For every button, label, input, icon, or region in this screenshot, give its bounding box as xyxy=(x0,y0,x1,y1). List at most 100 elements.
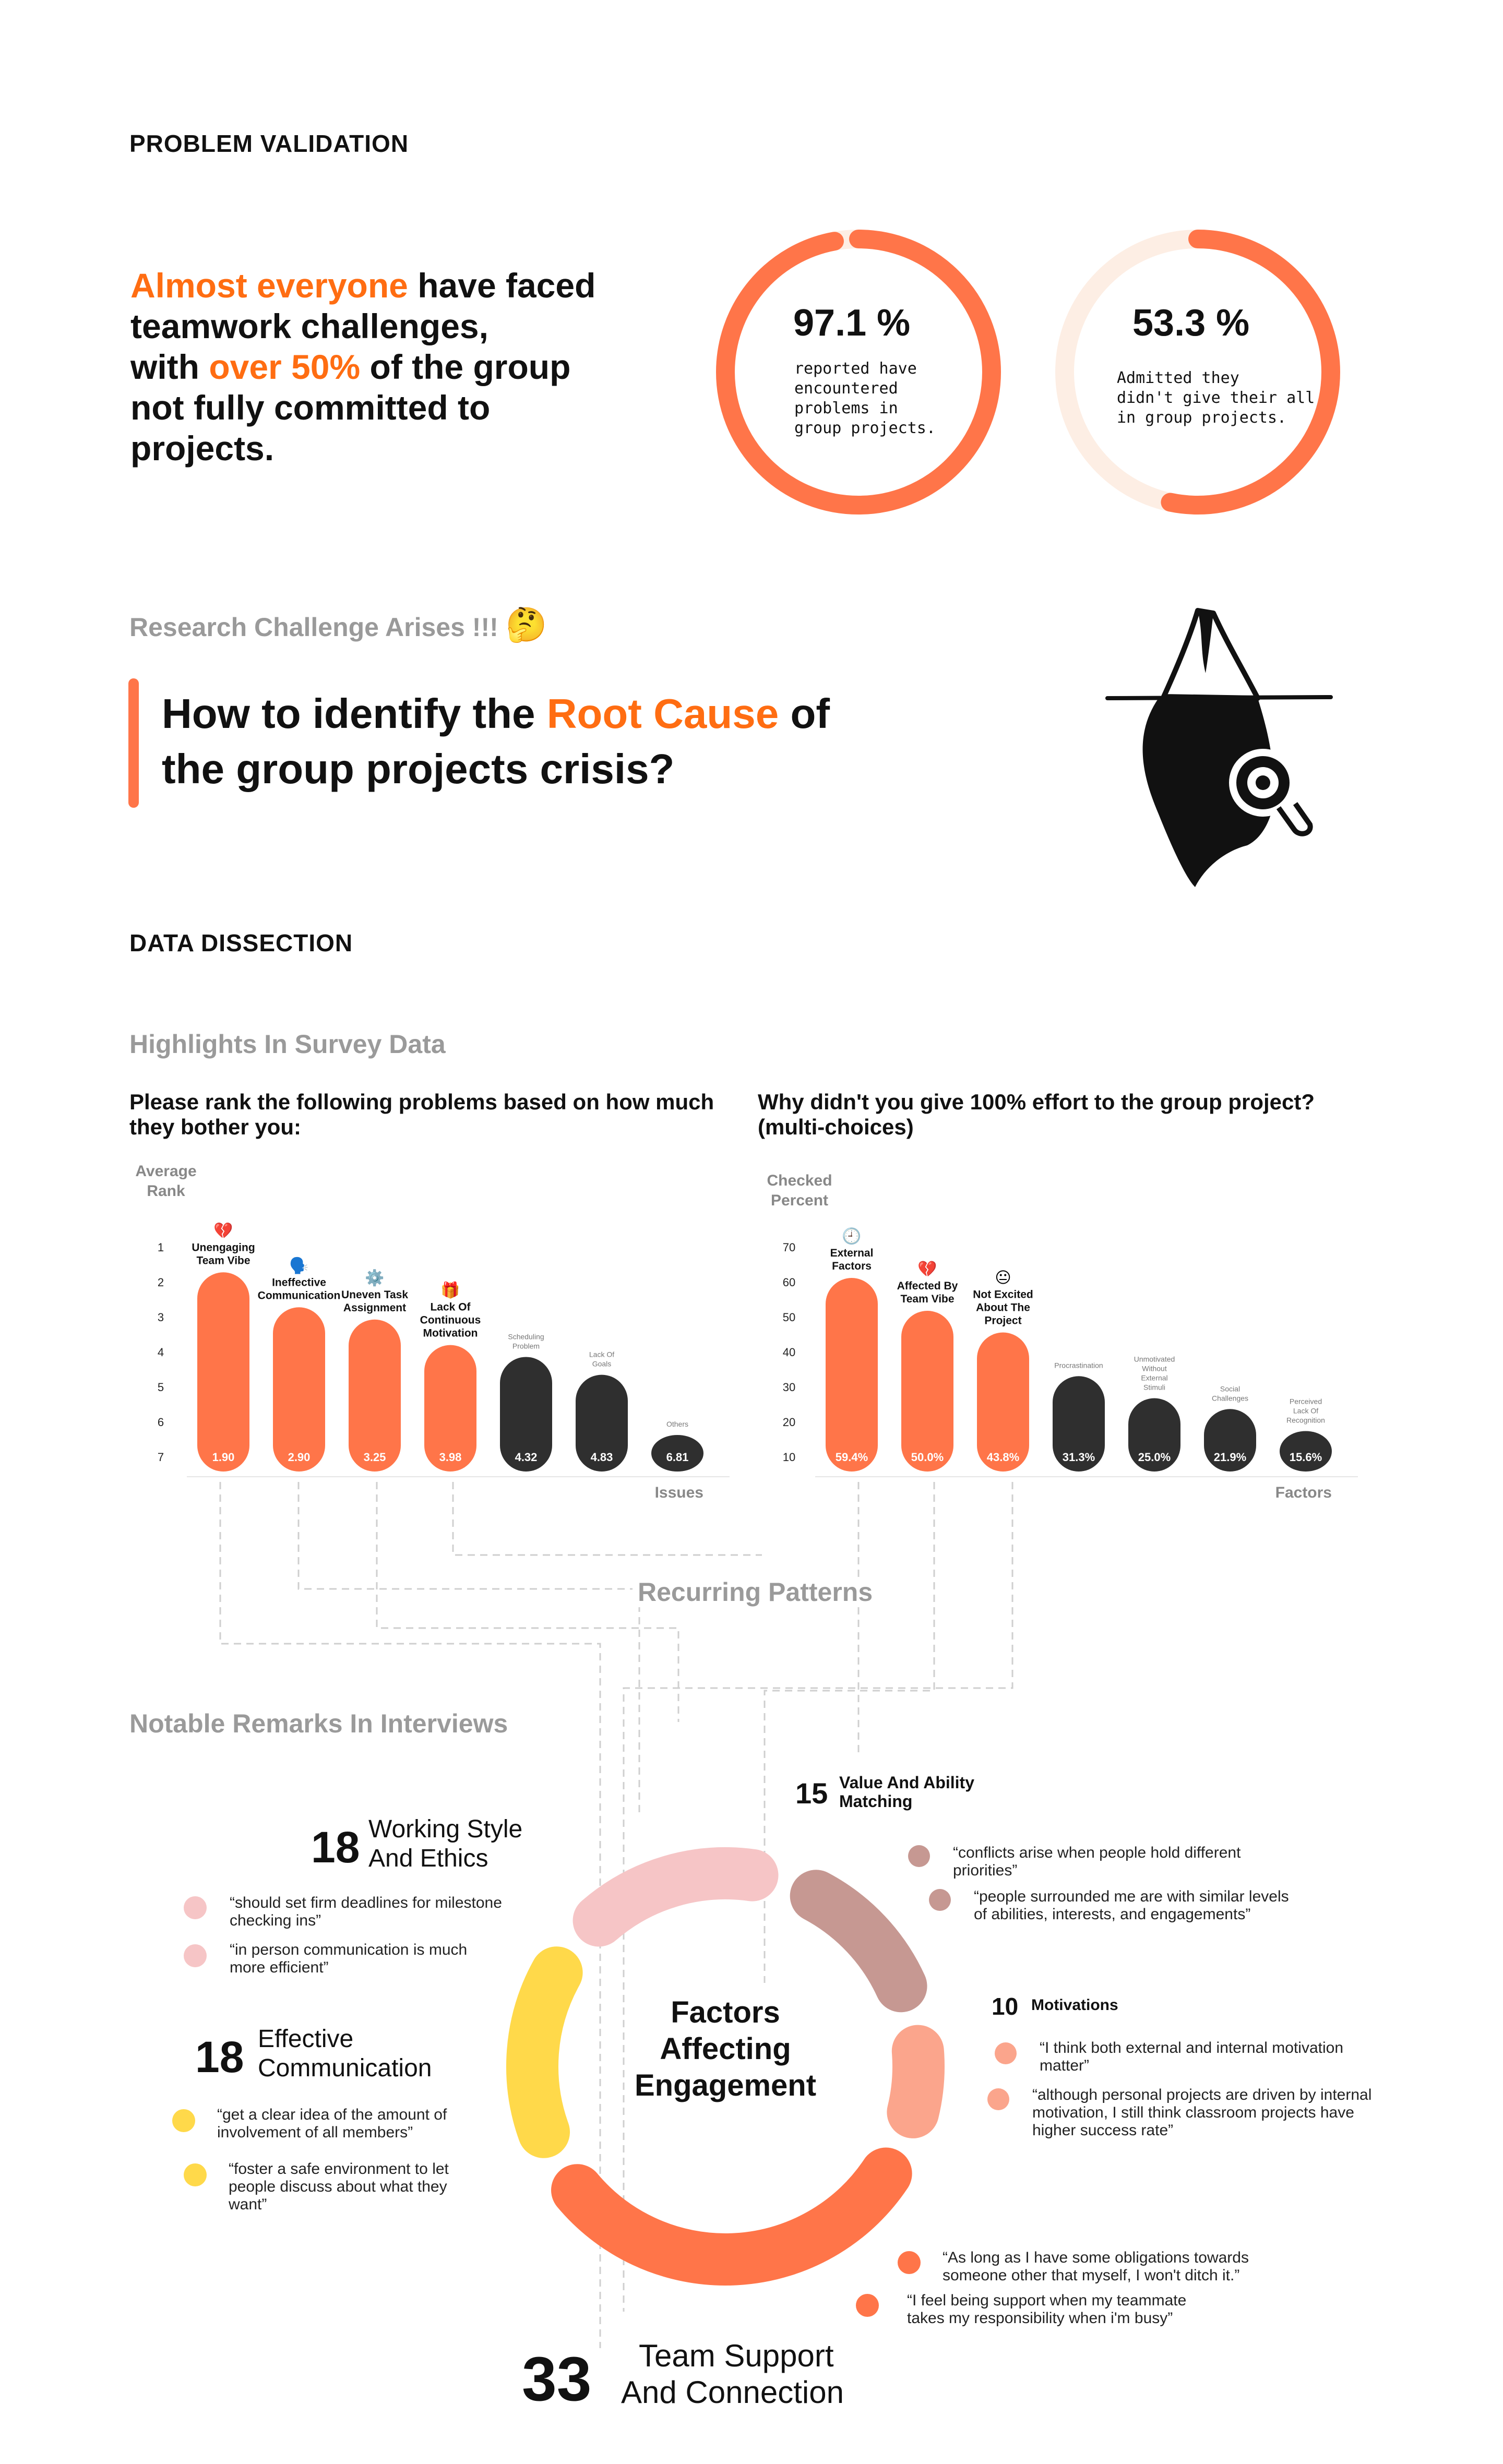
stat-1-caption: reported have encountered problems in gr… xyxy=(794,359,936,438)
communication-title: Effective Communication xyxy=(258,2025,432,2083)
working-title: Working Style And Ethics xyxy=(368,1815,522,1873)
x-axis-label: Factors xyxy=(1275,1484,1332,1501)
y-tick-label: 20 xyxy=(783,1416,795,1429)
y-tick-label: 50 xyxy=(783,1311,795,1324)
chart-1: 1 2 3 4 5 6 7 1.90 Unengaging Team Vibe 💔 2.90 Ineff… xyxy=(129,1216,756,1508)
donut-center-line: Factors xyxy=(671,1995,780,2029)
quote-item: “in person communication is much more ef… xyxy=(184,1941,528,1988)
communication-title-line: Communication xyxy=(258,2054,432,2082)
stat-1-line: group projects. xyxy=(794,419,936,437)
value-count: 15 xyxy=(795,1777,828,1810)
value-title-line: Matching xyxy=(839,1792,913,1811)
donut-segment xyxy=(551,2147,912,2286)
notable-remarks-heading: Notable Remarks In Interviews xyxy=(129,1709,508,1738)
category-label: Lack Of Continuous Motivation xyxy=(420,1301,481,1339)
stat-1-line: reported have xyxy=(794,360,917,378)
donut-segment xyxy=(887,2025,945,2138)
highlights-subtitle: Highlights In Survey Data xyxy=(129,1030,446,1059)
bar xyxy=(273,1307,325,1472)
bar-value-label: 50.0% xyxy=(911,1451,944,1464)
donut-segment xyxy=(790,1870,927,2013)
bar xyxy=(424,1345,476,1472)
stat-1-value: 97.1 % xyxy=(793,302,911,344)
y-tick-label: 3 xyxy=(158,1311,164,1324)
bullet-dot xyxy=(908,1845,930,1867)
bar xyxy=(901,1311,953,1472)
y-tick-label: 30 xyxy=(783,1381,795,1394)
bar-value-label: 15.6% xyxy=(1290,1451,1322,1464)
statement-text-3c: of the group xyxy=(360,348,571,386)
working-title-line: And Ethics xyxy=(368,1845,488,1872)
quote-item: “although personal projects are driven b… xyxy=(987,2086,1464,2151)
chart-1-ylabel: Average Rank xyxy=(135,1163,197,1200)
bullet-dot xyxy=(184,2163,207,2186)
quote-item: “get a clear idea of the amount of invol… xyxy=(172,2106,506,2160)
bar xyxy=(826,1278,878,1472)
support-title: Team Support And Connection xyxy=(621,2338,844,2411)
data-dissection-heading: DATA DISSECTION xyxy=(129,929,353,956)
y-tick-label: 1 xyxy=(158,1241,164,1254)
problem-validation-heading: PROBLEM VALIDATION xyxy=(129,130,409,157)
category-icon: 💔 xyxy=(213,1222,233,1239)
y-tick-label: 4 xyxy=(158,1346,164,1359)
chart-2-question: Why didn't you give 100% effort to the g… xyxy=(758,1090,1315,1139)
quote-item: “As long as I have some obligations towa… xyxy=(898,2249,1367,2294)
category-icon: 💔 xyxy=(917,1260,937,1278)
statement-highlight-2: over 50% xyxy=(209,348,361,386)
motivations-quote-2: “although personal projects are driven b… xyxy=(1032,2086,1372,2139)
bar-value-label: 3.25 xyxy=(364,1451,386,1464)
category-label: Lack Of Goals xyxy=(589,1350,614,1368)
recurring-patterns-label: Recurring Patterns xyxy=(633,1577,878,1607)
stat-1-line: problems in xyxy=(794,399,898,417)
bullet-dot xyxy=(856,2294,879,2317)
x-axis-label: Issues xyxy=(655,1484,703,1501)
motivations-quote-1: “I think both external and internal moti… xyxy=(1040,2039,1343,2074)
category-label: Unmotivated Without External Stimuli xyxy=(1134,1355,1175,1392)
statement-highlight-1: Almost everyone xyxy=(130,266,408,305)
value-quotes: “conflicts arise when people hold differ… xyxy=(908,1844,1409,1932)
donut-center-title: Factors Affecting Engagement xyxy=(590,1994,861,2104)
value-quote-2: “people surrounded me are with similar l… xyxy=(974,1888,1289,1923)
bar xyxy=(1128,1398,1180,1472)
quote-item: “should set firm deadlines for milestone… xyxy=(184,1894,528,1941)
donut-segment xyxy=(506,1946,583,2158)
bar-value-label: 2.90 xyxy=(288,1451,311,1464)
bar xyxy=(349,1319,401,1472)
stat-2-line: Admitted they xyxy=(1117,369,1239,387)
stat-2-line: didn't give their all xyxy=(1117,389,1315,407)
category-icon: 🗣️ xyxy=(289,1256,308,1274)
bar-value-label: 59.4% xyxy=(836,1451,868,1464)
bar-value-label: 25.0% xyxy=(1138,1451,1171,1464)
thinking-emoji-icon: 🤔 xyxy=(505,606,547,643)
problem-statement: Almost everyone have faced teamwork chal… xyxy=(130,265,705,469)
iceberg-magnifier-illustration xyxy=(1101,605,1341,898)
bar-value-label: 6.81 xyxy=(666,1451,689,1464)
bar xyxy=(197,1272,249,1472)
statement-text-2: teamwork challenges, xyxy=(130,307,488,345)
value-title-line: Value And Ability xyxy=(839,1773,974,1792)
bar xyxy=(1280,1431,1332,1472)
statement-text-1: have faced xyxy=(408,266,596,305)
bullet-dot xyxy=(184,1944,207,1967)
category-label: Procrastination xyxy=(1054,1361,1103,1369)
bar-value-label: 31.3% xyxy=(1063,1451,1095,1464)
y-tick-label: 7 xyxy=(158,1451,164,1464)
stat-2-value: 53.3 % xyxy=(1132,302,1250,344)
quote-item: “people surrounded me are with similar l… xyxy=(908,1888,1409,1932)
quote-item: “I feel being support when my teammate t… xyxy=(856,2292,1367,2339)
statement-text-3a: with xyxy=(130,348,209,386)
bullet-dot xyxy=(987,2088,1009,2110)
working-quotes: “should set firm deadlines for milestone… xyxy=(184,1894,528,1988)
communication-title-line: Effective xyxy=(258,2025,354,2053)
bar xyxy=(500,1357,552,1472)
stat-2-line: in group projects. xyxy=(1117,409,1287,427)
quote-item: “I think both external and internal moti… xyxy=(995,2039,1464,2088)
communication-quotes: “get a clear idea of the amount of invol… xyxy=(172,2106,506,2218)
category-label: Unengaging Team Vibe xyxy=(192,1241,255,1266)
factors-donut xyxy=(496,1837,955,2296)
bar-value-label: 3.98 xyxy=(439,1451,462,1464)
quote-item: “conflicts arise when people hold differ… xyxy=(908,1844,1409,1888)
research-subtitle: Research Challenge Arises !!! 🤔 xyxy=(129,605,547,644)
category-icon: 🎁 xyxy=(440,1281,460,1299)
bar-value-label: 1.90 xyxy=(212,1451,235,1464)
